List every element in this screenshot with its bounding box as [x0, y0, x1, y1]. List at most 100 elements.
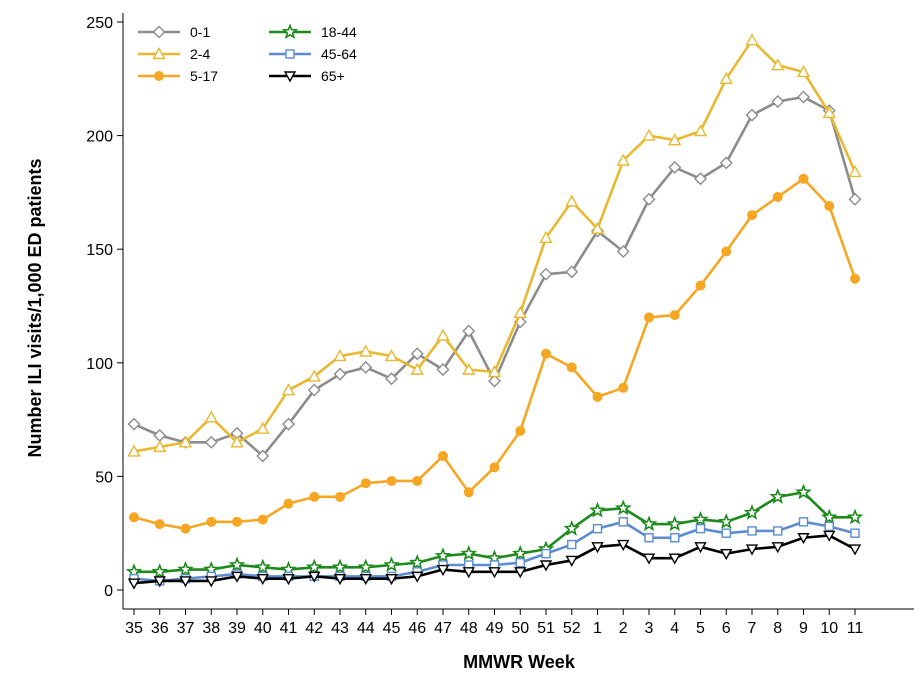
x-tick-label: 6 — [722, 620, 731, 637]
data-point — [797, 90, 810, 104]
legend-swatch-marker — [152, 47, 166, 60]
data-point — [513, 305, 527, 319]
y-tick-label: 0 — [104, 583, 113, 600]
data-point — [153, 576, 166, 588]
y-tick-label: 250 — [86, 15, 113, 32]
data-point — [385, 573, 398, 586]
data-point — [618, 517, 628, 527]
data-point — [359, 344, 373, 357]
data-point — [591, 542, 604, 554]
data-point — [539, 560, 553, 572]
x-tick-label: 8 — [773, 620, 782, 637]
data-point — [721, 528, 731, 538]
legend-label: 18-44 — [321, 24, 357, 40]
data-point — [256, 573, 269, 586]
data-point — [590, 221, 605, 234]
x-tick-label: 35 — [125, 620, 143, 637]
data-point — [178, 435, 193, 448]
data-point — [436, 564, 450, 576]
data-point — [669, 310, 680, 321]
data-point — [694, 542, 707, 554]
data-point — [848, 192, 862, 206]
data-point — [592, 523, 603, 534]
data-point — [333, 349, 347, 362]
y-tick-label: 150 — [86, 242, 113, 259]
data-point — [515, 558, 525, 568]
data-point — [565, 555, 578, 567]
data-point — [411, 571, 424, 583]
x-tick-label: 48 — [460, 620, 478, 637]
data-point — [204, 410, 218, 423]
data-point — [462, 362, 476, 375]
data-point — [616, 153, 630, 166]
data-point — [307, 383, 321, 397]
data-point — [177, 560, 194, 577]
legend-swatch-marker — [285, 49, 295, 59]
data-point — [617, 539, 630, 552]
data-point — [511, 544, 529, 561]
legend-label: 0-1 — [190, 24, 210, 40]
data-point — [232, 516, 242, 527]
data-point — [614, 499, 632, 516]
data-point — [180, 523, 191, 534]
data-point — [385, 372, 398, 386]
data-point — [695, 280, 706, 291]
x-tick-label: 43 — [331, 620, 349, 637]
data-point — [565, 265, 579, 279]
data-point — [305, 558, 323, 575]
legend-label: 65+ — [321, 68, 345, 84]
legend-entry: 45-64 — [269, 46, 357, 62]
y-tick-label: 200 — [86, 129, 113, 146]
data-point — [462, 324, 476, 338]
legend-swatch-marker — [283, 71, 297, 83]
data-point — [460, 544, 478, 561]
data-point — [541, 348, 551, 359]
data-point — [846, 508, 864, 525]
data-point — [797, 533, 810, 545]
data-point — [567, 539, 577, 550]
data-point — [254, 558, 272, 575]
data-point — [798, 173, 809, 184]
data-point — [539, 230, 553, 244]
data-point — [383, 556, 400, 573]
x-tick-label: 37 — [177, 620, 195, 637]
data-point — [335, 491, 345, 502]
data-point — [644, 312, 654, 323]
x-tick-label: 44 — [357, 620, 375, 637]
data-point — [795, 483, 812, 500]
data-point — [256, 449, 270, 463]
data-point — [694, 172, 707, 186]
data-point — [410, 362, 424, 375]
data-point — [410, 347, 424, 361]
data-point — [644, 533, 654, 543]
data-point — [640, 515, 658, 532]
x-axis-title: MMWR Week — [463, 652, 576, 672]
data-point — [719, 156, 733, 170]
data-point — [589, 501, 606, 518]
data-point — [153, 439, 167, 453]
legend-swatch-marker — [281, 23, 299, 40]
x-tick-label: 50 — [511, 620, 529, 637]
data-point — [333, 573, 347, 586]
x-tick-label: 45 — [383, 620, 401, 637]
data-point — [848, 164, 862, 178]
data-point — [745, 33, 759, 46]
x-tick-label: 51 — [537, 620, 555, 637]
data-point — [384, 349, 399, 362]
x-tick-label: 9 — [799, 620, 808, 637]
y-tick-label: 100 — [86, 356, 113, 373]
legend-entry: 2-4 — [138, 46, 210, 62]
legend-swatch-marker — [154, 71, 164, 81]
data-point — [408, 554, 426, 570]
series-5-17 — [129, 173, 860, 534]
data-point — [692, 510, 709, 527]
data-point — [541, 548, 551, 559]
data-point — [256, 421, 270, 434]
data-point — [154, 519, 165, 530]
data-point — [539, 267, 553, 281]
data-point — [489, 462, 500, 473]
x-tick-label: 39 — [228, 620, 246, 637]
data-point — [282, 417, 295, 431]
data-point — [798, 517, 809, 527]
data-point — [822, 105, 836, 119]
